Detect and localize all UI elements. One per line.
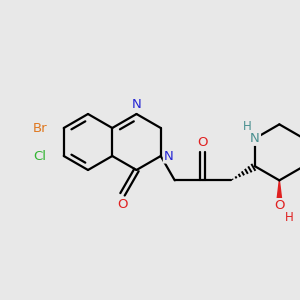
Text: Br: Br: [33, 122, 47, 134]
Text: N: N: [164, 149, 174, 163]
Text: O: O: [274, 199, 285, 212]
Polygon shape: [276, 180, 282, 206]
Text: O: O: [197, 136, 208, 149]
Text: N: N: [250, 132, 260, 145]
Text: H: H: [285, 211, 294, 224]
Text: H: H: [243, 120, 251, 133]
Text: Cl: Cl: [34, 149, 46, 163]
Text: O: O: [117, 198, 128, 211]
Text: N: N: [132, 98, 141, 110]
